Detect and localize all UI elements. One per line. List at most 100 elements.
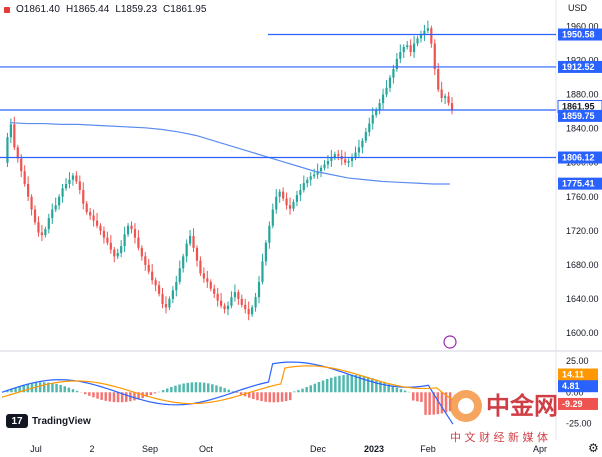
macd-histogram-bar (63, 386, 66, 393)
tradingview-brand: 17 TradingView (6, 414, 91, 428)
macd-y-tick-label: 25.00 (566, 356, 589, 366)
candle-body (412, 43, 416, 53)
settings-gear-icon[interactable]: ⚙ (588, 441, 599, 455)
candle-body (61, 188, 64, 197)
macd-histogram-bar (297, 390, 300, 393)
macd-histogram-bar (190, 382, 194, 393)
macd-histogram-bar (10, 388, 13, 393)
price-label: 1859.75 (558, 109, 602, 122)
y-tick-label: 1720.00 (566, 226, 599, 236)
currency-label: USD (568, 3, 588, 13)
x-tick-label: Oct (199, 444, 214, 454)
macd-histogram-bar (317, 382, 321, 393)
macd-histogram-bar (100, 392, 103, 400)
candle-body (278, 191, 281, 197)
candle-body (133, 229, 137, 238)
candle-body (309, 176, 312, 180)
candle-body (51, 209, 54, 219)
macd-histogram-bar (330, 377, 333, 393)
candle-body (226, 305, 230, 310)
candle-body (92, 215, 95, 221)
candle-body (85, 203, 88, 213)
candle-body (375, 109, 378, 116)
macd-histogram-bar (170, 386, 173, 393)
candle-body (306, 179, 309, 184)
candle-body (102, 230, 106, 238)
x-tick-label: 2 (89, 444, 94, 454)
candle-body (251, 307, 254, 315)
macd-histogram-bar (202, 382, 206, 393)
candle-body (71, 175, 75, 180)
macd-histogram-bar (157, 391, 161, 393)
price-label-box (558, 28, 602, 41)
candle-body (381, 94, 385, 104)
candle-body (123, 234, 126, 247)
candle-body (37, 222, 40, 233)
macd-histogram-bar (448, 392, 452, 412)
macd-histogram-bar (379, 381, 382, 393)
event-flash-icon (443, 335, 457, 349)
candle-body (30, 196, 33, 210)
ohlc-low: L1859.23 (115, 4, 158, 15)
price-label-box (558, 151, 602, 164)
macd-histogram-bar (215, 385, 218, 393)
macd-histogram-bar (125, 392, 128, 402)
candle-body (392, 69, 395, 78)
macd-histogram-bar (293, 391, 296, 393)
candle-body (402, 46, 405, 53)
macd-histogram-bar (280, 392, 284, 402)
candle-body (82, 189, 85, 204)
macd-histogram-bar (350, 374, 353, 393)
macd-histogram-bar (276, 392, 280, 403)
candle-body (68, 179, 71, 184)
y-tick-label: 1640.00 (566, 294, 599, 304)
x-tick-label: Feb (420, 444, 436, 454)
candle-body (182, 256, 185, 269)
price-label-box (558, 109, 602, 122)
macd-histogram-bar (88, 392, 91, 396)
macd-histogram-bar (284, 392, 288, 402)
macd-histogram-bar (235, 392, 239, 394)
macd-histogram-bar (55, 383, 58, 393)
macd-histogram-bar (301, 388, 304, 393)
candle-body (157, 285, 161, 294)
macd-histogram-bar (366, 376, 370, 393)
macd-value-text: -9.29 (562, 399, 583, 409)
candle-body (120, 246, 123, 253)
macd-histogram-bar (6, 390, 9, 393)
candle-body (58, 196, 61, 206)
candle-body (168, 298, 171, 308)
candle-body (171, 290, 174, 299)
macd-histogram-bar (166, 388, 169, 393)
macd-histogram-bar (420, 392, 423, 402)
candle-body (195, 247, 199, 261)
candle-body (337, 154, 340, 156)
candle-body (288, 205, 292, 209)
price-label: 1775.41 (558, 177, 602, 190)
candle-body (220, 300, 223, 306)
candle-body (116, 252, 119, 257)
macd-histogram-bar (186, 382, 189, 393)
macd-histogram-bar (383, 382, 386, 393)
candle-body (271, 209, 274, 226)
macd-histogram-bar (403, 390, 407, 393)
candle-body (47, 218, 50, 230)
candle-body (178, 268, 181, 282)
macd-histogram-bar (145, 392, 148, 397)
candle-body (137, 237, 140, 248)
macd-histogram-bar (108, 392, 112, 402)
macd-value-text: 14.11 (562, 370, 584, 380)
candle-body (444, 96, 447, 99)
candle-body (109, 242, 112, 250)
macd-value-label: 14.11 (558, 368, 598, 381)
candle-body (213, 288, 216, 294)
candle-body (126, 225, 130, 235)
macd-histogram-bar (51, 383, 54, 393)
y-tick-label: 1600.00 (566, 328, 599, 338)
candle-body (216, 293, 219, 301)
macd-histogram-bar (153, 392, 157, 394)
candle-body (95, 220, 99, 226)
candle-body (261, 261, 264, 282)
macd-histogram-bar (252, 392, 255, 400)
